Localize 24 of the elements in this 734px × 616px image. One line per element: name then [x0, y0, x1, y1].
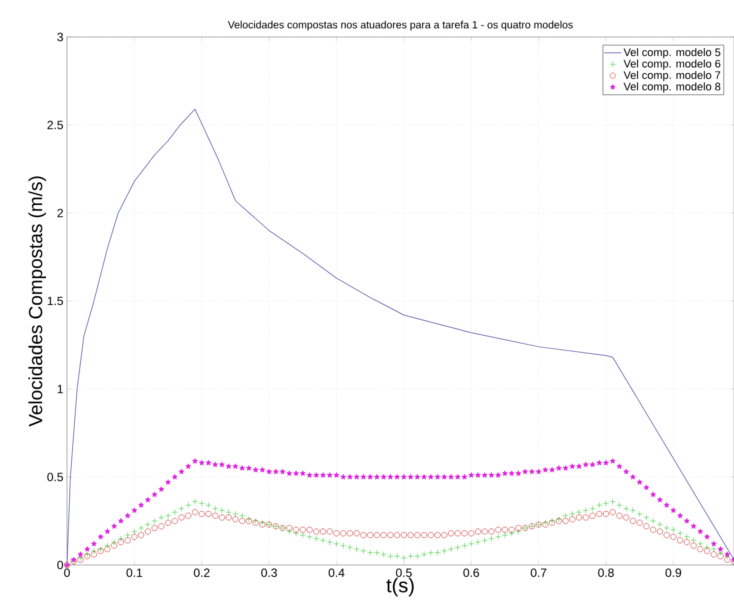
x-tick-label: 0.7 [530, 568, 546, 577]
y-tick-label: 3 [57, 32, 63, 42]
x-tick-label: 0.1 [126, 568, 142, 577]
y-tick-label: 0 [57, 560, 64, 570]
legend-label: Vel comp. modelo 5 [624, 48, 720, 58]
y-tick-label: 2 [57, 208, 63, 218]
legend-label: Vel comp. modelo 8 [624, 82, 720, 93]
legend-label: Vel comp. modelo 6 [624, 60, 720, 70]
x-tick-label: 0 [64, 568, 70, 577]
x-tick-label: 0.6 [463, 568, 480, 577]
y-tick-label: 2.5 [47, 120, 63, 130]
x-tick-label: 0.4 [328, 568, 344, 577]
chart-title: Velocidades compostas nos atuadores para a tarefa 1 - os quatro modelos [228, 20, 573, 30]
x-tick-label: 0.3 [261, 568, 277, 577]
legend-label: Vel comp. modelo 7 [624, 70, 720, 82]
x-tick-label: 0.9 [666, 568, 682, 577]
y-tick-label: 1 [58, 384, 63, 394]
x-tick-label: 0.5 [396, 568, 412, 577]
x-tick-label: 0.2 [194, 568, 210, 577]
y-tick-label: 1.5 [48, 296, 63, 306]
y-axis-title: Velocidades Compostas (m/s) [28, 176, 46, 427]
x-tick-label: 0.8 [598, 568, 614, 577]
x-axis-title: t(s) [386, 578, 414, 596]
y-tick-label: 0.5 [47, 472, 63, 482]
